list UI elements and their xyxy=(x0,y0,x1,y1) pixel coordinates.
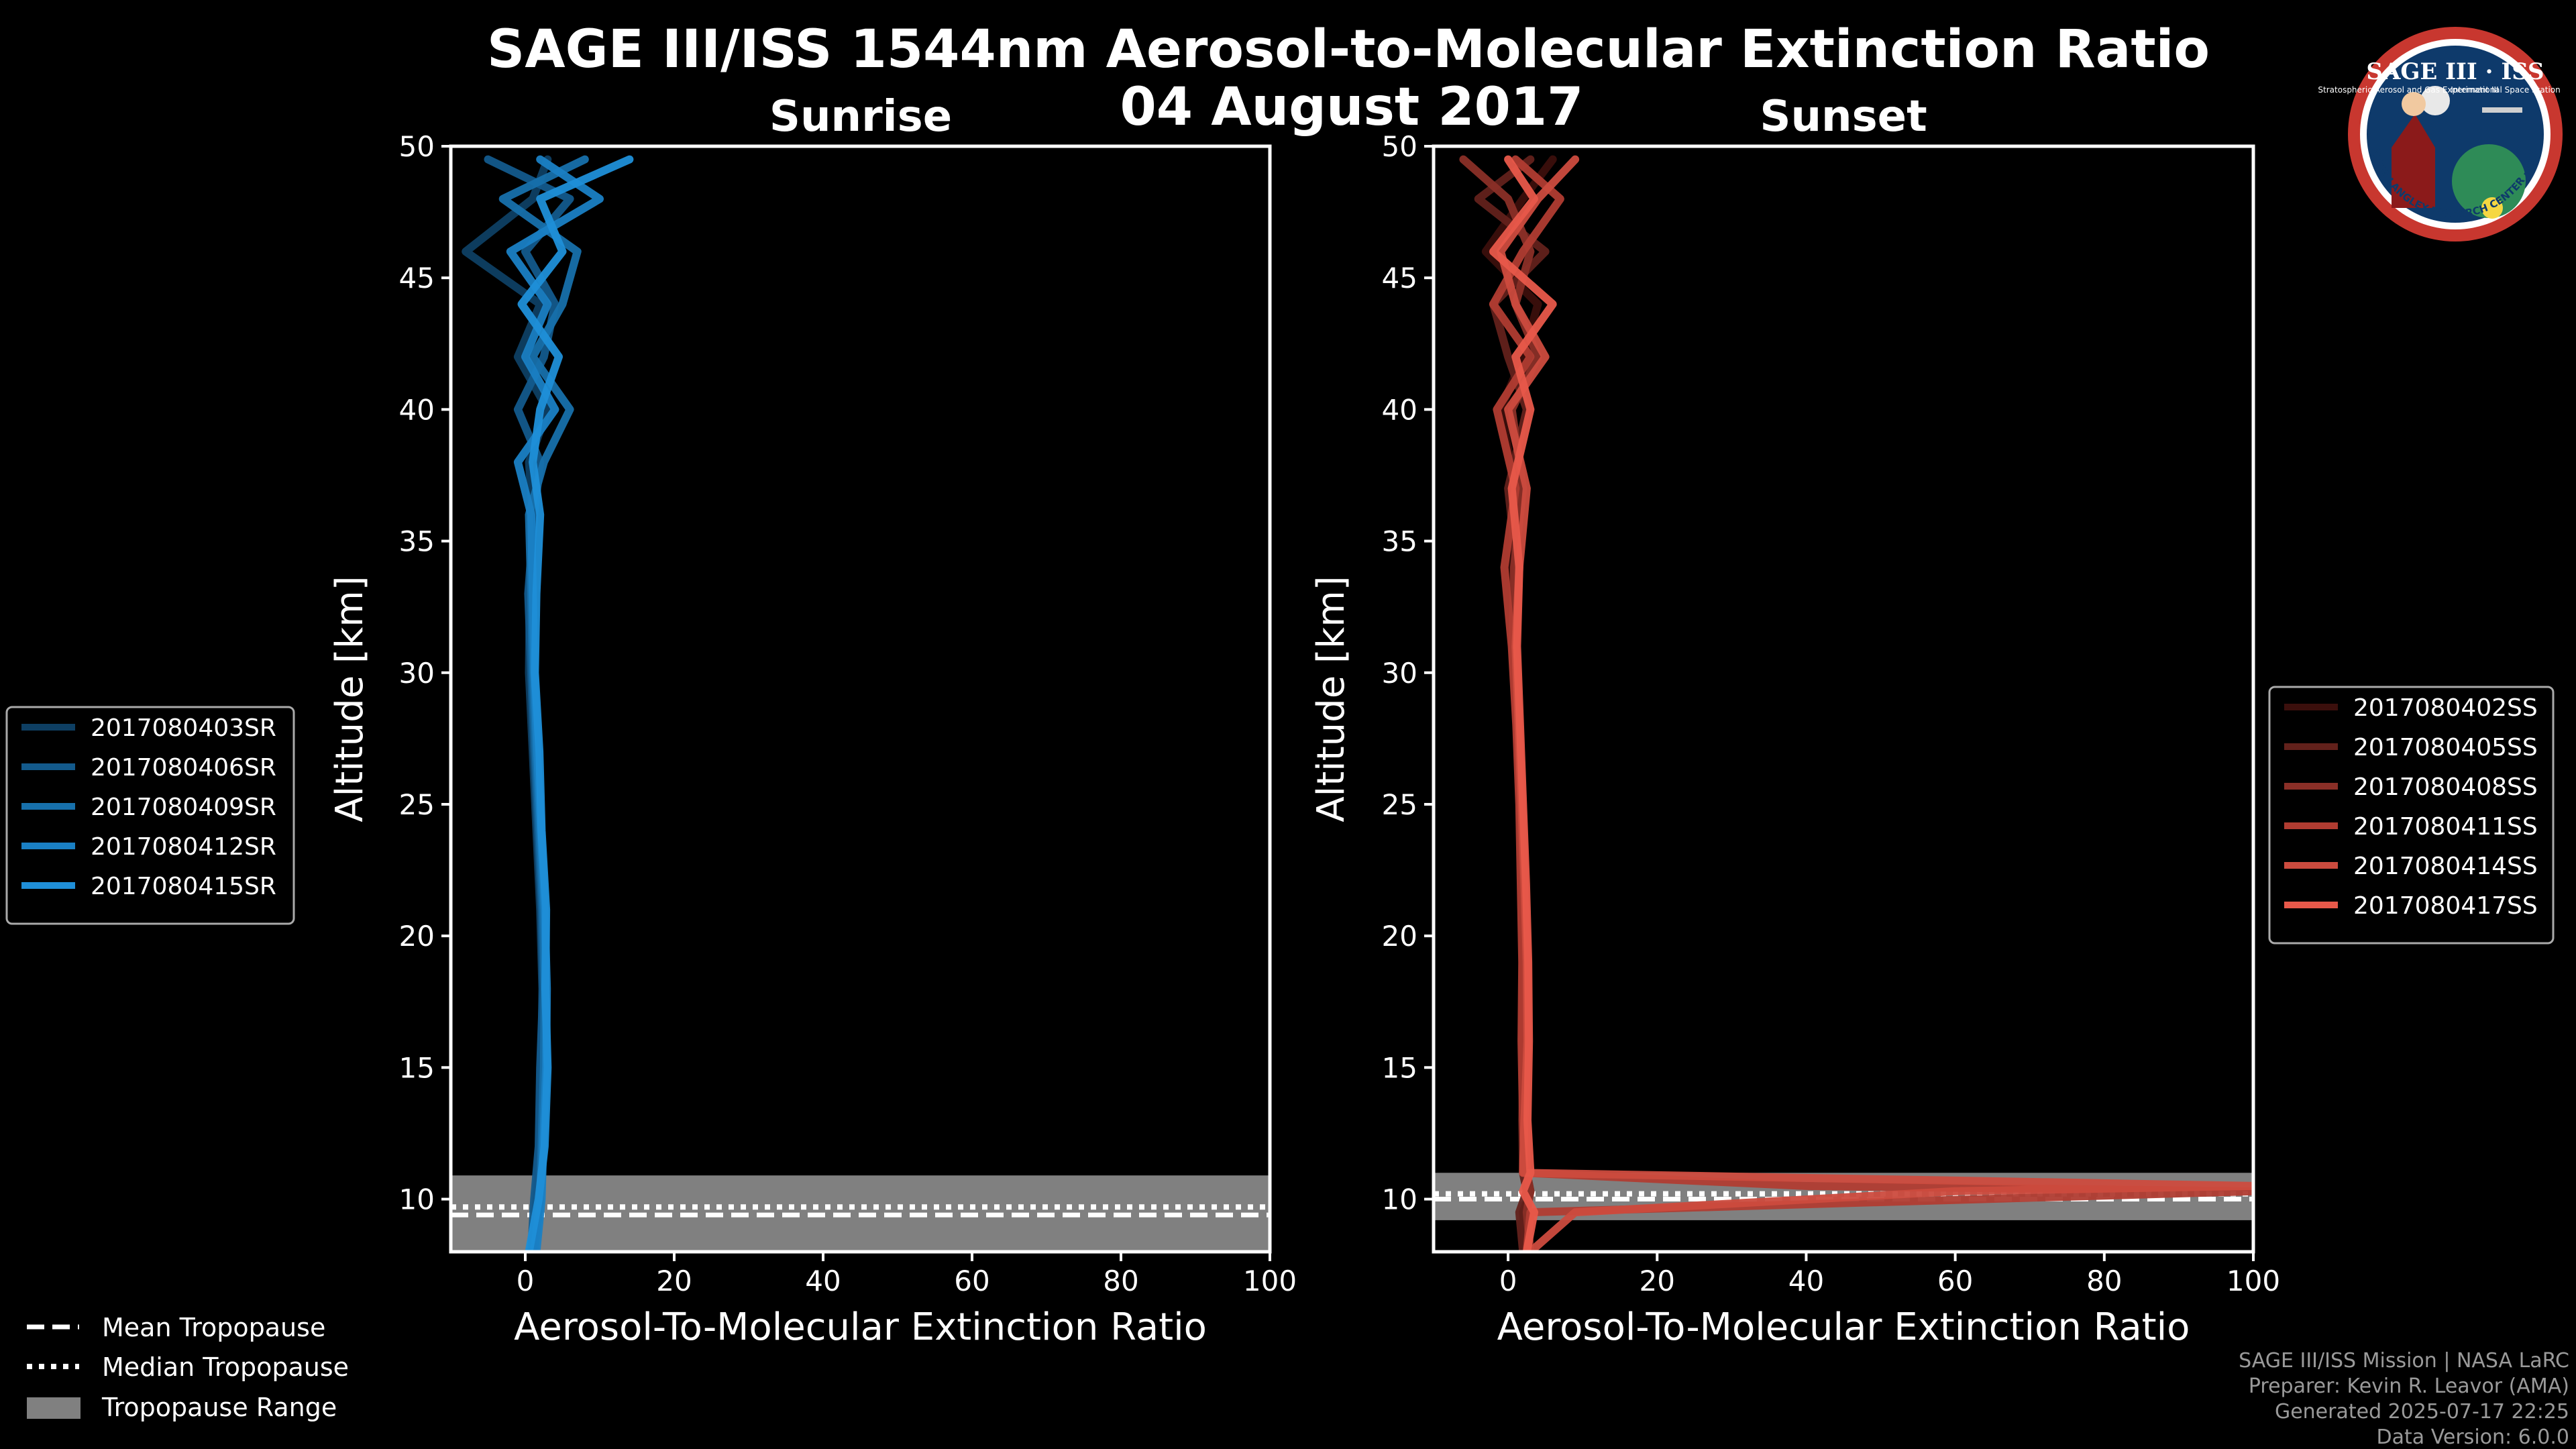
y-tick-label: 40 xyxy=(399,393,435,426)
legend-frame xyxy=(2268,686,2555,945)
legend-label: 2017080411SS xyxy=(2353,813,2538,841)
sunrise-axes-frame xyxy=(449,144,1272,1254)
tropopause-range-swatch xyxy=(27,1397,80,1419)
sun-icon xyxy=(2481,197,2503,219)
sunrise-series-group xyxy=(462,155,634,1252)
series-line-2017080417SS xyxy=(1489,155,1557,1252)
y-tick-label: 10 xyxy=(399,1183,435,1216)
earth-icon xyxy=(2452,144,2526,218)
legend-label: 2017080415SR xyxy=(91,873,276,900)
legend-label: 2017080402SS xyxy=(2353,694,2538,722)
tropopause-range-label: Tropopause Range xyxy=(101,1393,337,1422)
y-tick-label: 50 xyxy=(399,130,435,163)
figure-date: 04 August 2017 xyxy=(1120,77,1584,138)
footer-credits: SAGE III/ISS Mission | NASA LaRC Prepare… xyxy=(2239,1349,2569,1449)
sunset-legend: 2017080402SS 2017080405SS 2017080408SS 2017… xyxy=(2268,686,2555,945)
median-tropopause-label: Median Tropopause xyxy=(102,1352,349,1382)
y-tick-label: 15 xyxy=(1382,1051,1417,1084)
mean-tropopause-label: Mean Tropopause xyxy=(102,1313,325,1342)
iss-station-icon xyxy=(2482,107,2522,113)
y-tick-label: 25 xyxy=(399,788,435,821)
legend-label: 2017080417SS xyxy=(2353,892,2538,920)
x-tick-label: 100 xyxy=(2226,1265,2280,1297)
legend-label: 2017080405SS xyxy=(2353,734,2538,761)
footer-preparer: Preparer: Kevin R. Leavor (AMA) xyxy=(2249,1375,2569,1398)
sunrise-legend: 2017080403SR 2017080406SR 2017080409SR 2017… xyxy=(5,706,295,925)
sunrise-panel-title: Sunrise xyxy=(769,92,952,142)
x-tick-label: 100 xyxy=(1243,1265,1297,1297)
sunrise-panel: Sunrise 0 20 40 60 80 100 10 15 20 25 30 35 40 45 50 Aer… xyxy=(328,92,1297,1349)
y-tick-label: 20 xyxy=(1382,920,1417,953)
wizard-head-icon xyxy=(2402,92,2426,116)
legend-label: 2017080408SS xyxy=(2353,773,2538,801)
legend-label: 2017080409SR xyxy=(91,794,276,821)
wizard-figure-icon xyxy=(2392,114,2435,208)
x-tick-label: 0 xyxy=(517,1265,535,1297)
footer-data-version: Data Version: 6.0.0 xyxy=(2377,1426,2569,1449)
x-tick-label: 0 xyxy=(1499,1265,1517,1297)
y-tick-label: 25 xyxy=(1382,788,1417,821)
y-tick-label: 20 xyxy=(399,920,435,953)
y-tick-label: 45 xyxy=(399,262,435,294)
y-tick-label: 30 xyxy=(399,657,435,690)
sunset-y-axis-label: Altitude [km] xyxy=(1309,576,1353,822)
logo-subtitle-right: International Space Station xyxy=(2451,85,2560,95)
legend-label: 2017080403SR xyxy=(91,714,276,742)
y-tick-label: 10 xyxy=(1382,1183,1417,1216)
y-tick-label: 45 xyxy=(1382,262,1417,294)
sage-iii-iss-logo: SAGE III · ISS Stratospheric Aerosol and… xyxy=(2318,27,2563,241)
x-tick-label: 20 xyxy=(656,1265,692,1297)
sunset-series-group xyxy=(1459,155,2253,1252)
x-tick-label: 80 xyxy=(2086,1265,2122,1297)
sunset-panel-title: Sunset xyxy=(1760,92,1927,142)
legend-label: 2017080406SR xyxy=(91,754,276,782)
moon-icon xyxy=(2420,86,2450,115)
tropopause-legend: Mean Tropopause Median Tropopause Tropop… xyxy=(27,1313,349,1422)
sunrise-y-axis-label: Altitude [km] xyxy=(328,576,372,822)
x-tick-label: 80 xyxy=(1103,1265,1138,1297)
footer-mission: SAGE III/ISS Mission | NASA LaRC xyxy=(2239,1349,2569,1373)
sunset-panel: Sunset 0 20 40 60 80 100 10 15 20 25 30 35 40 45 50 Aero… xyxy=(1309,92,2280,1349)
logo-subtitle-left: Stratospheric Aerosol and Gas Experiment… xyxy=(2318,85,2498,95)
logo-title: SAGE III · ISS xyxy=(2366,58,2544,85)
legend-frame xyxy=(5,706,295,925)
series-line-2017080411SS xyxy=(1489,155,2253,1252)
y-tick-label: 15 xyxy=(399,1051,435,1084)
sunset-axes-frame xyxy=(1432,144,2255,1254)
x-tick-label: 40 xyxy=(1788,1265,1824,1297)
y-tick-label: 50 xyxy=(1382,130,1417,163)
legend-label: 2017080414SS xyxy=(2353,853,2538,880)
x-tick-label: 60 xyxy=(1937,1265,1973,1297)
y-tick-label: 40 xyxy=(1382,393,1417,426)
x-tick-label: 40 xyxy=(805,1265,841,1297)
x-tick-label: 20 xyxy=(1640,1265,1675,1297)
x-tick-label: 60 xyxy=(954,1265,989,1297)
y-tick-label: 30 xyxy=(1382,657,1417,690)
footer-generated: Generated 2025-07-17 22:25 xyxy=(2275,1400,2569,1424)
figure-title: SAGE III/ISS 1544nm Aerosol-to-Molecular… xyxy=(487,19,2210,80)
y-tick-label: 35 xyxy=(399,525,435,558)
sunset-x-axis-label: Aerosol-To-Molecular Extinction Ratio xyxy=(1497,1305,2190,1349)
y-tick-label: 35 xyxy=(1382,525,1417,558)
sunrise-x-axis-label: Aerosol-To-Molecular Extinction Ratio xyxy=(514,1305,1207,1349)
series-line-2017080414SS xyxy=(1497,155,2253,1252)
legend-label: 2017080412SR xyxy=(91,833,276,861)
series-line-2017080415SR xyxy=(517,155,634,1252)
